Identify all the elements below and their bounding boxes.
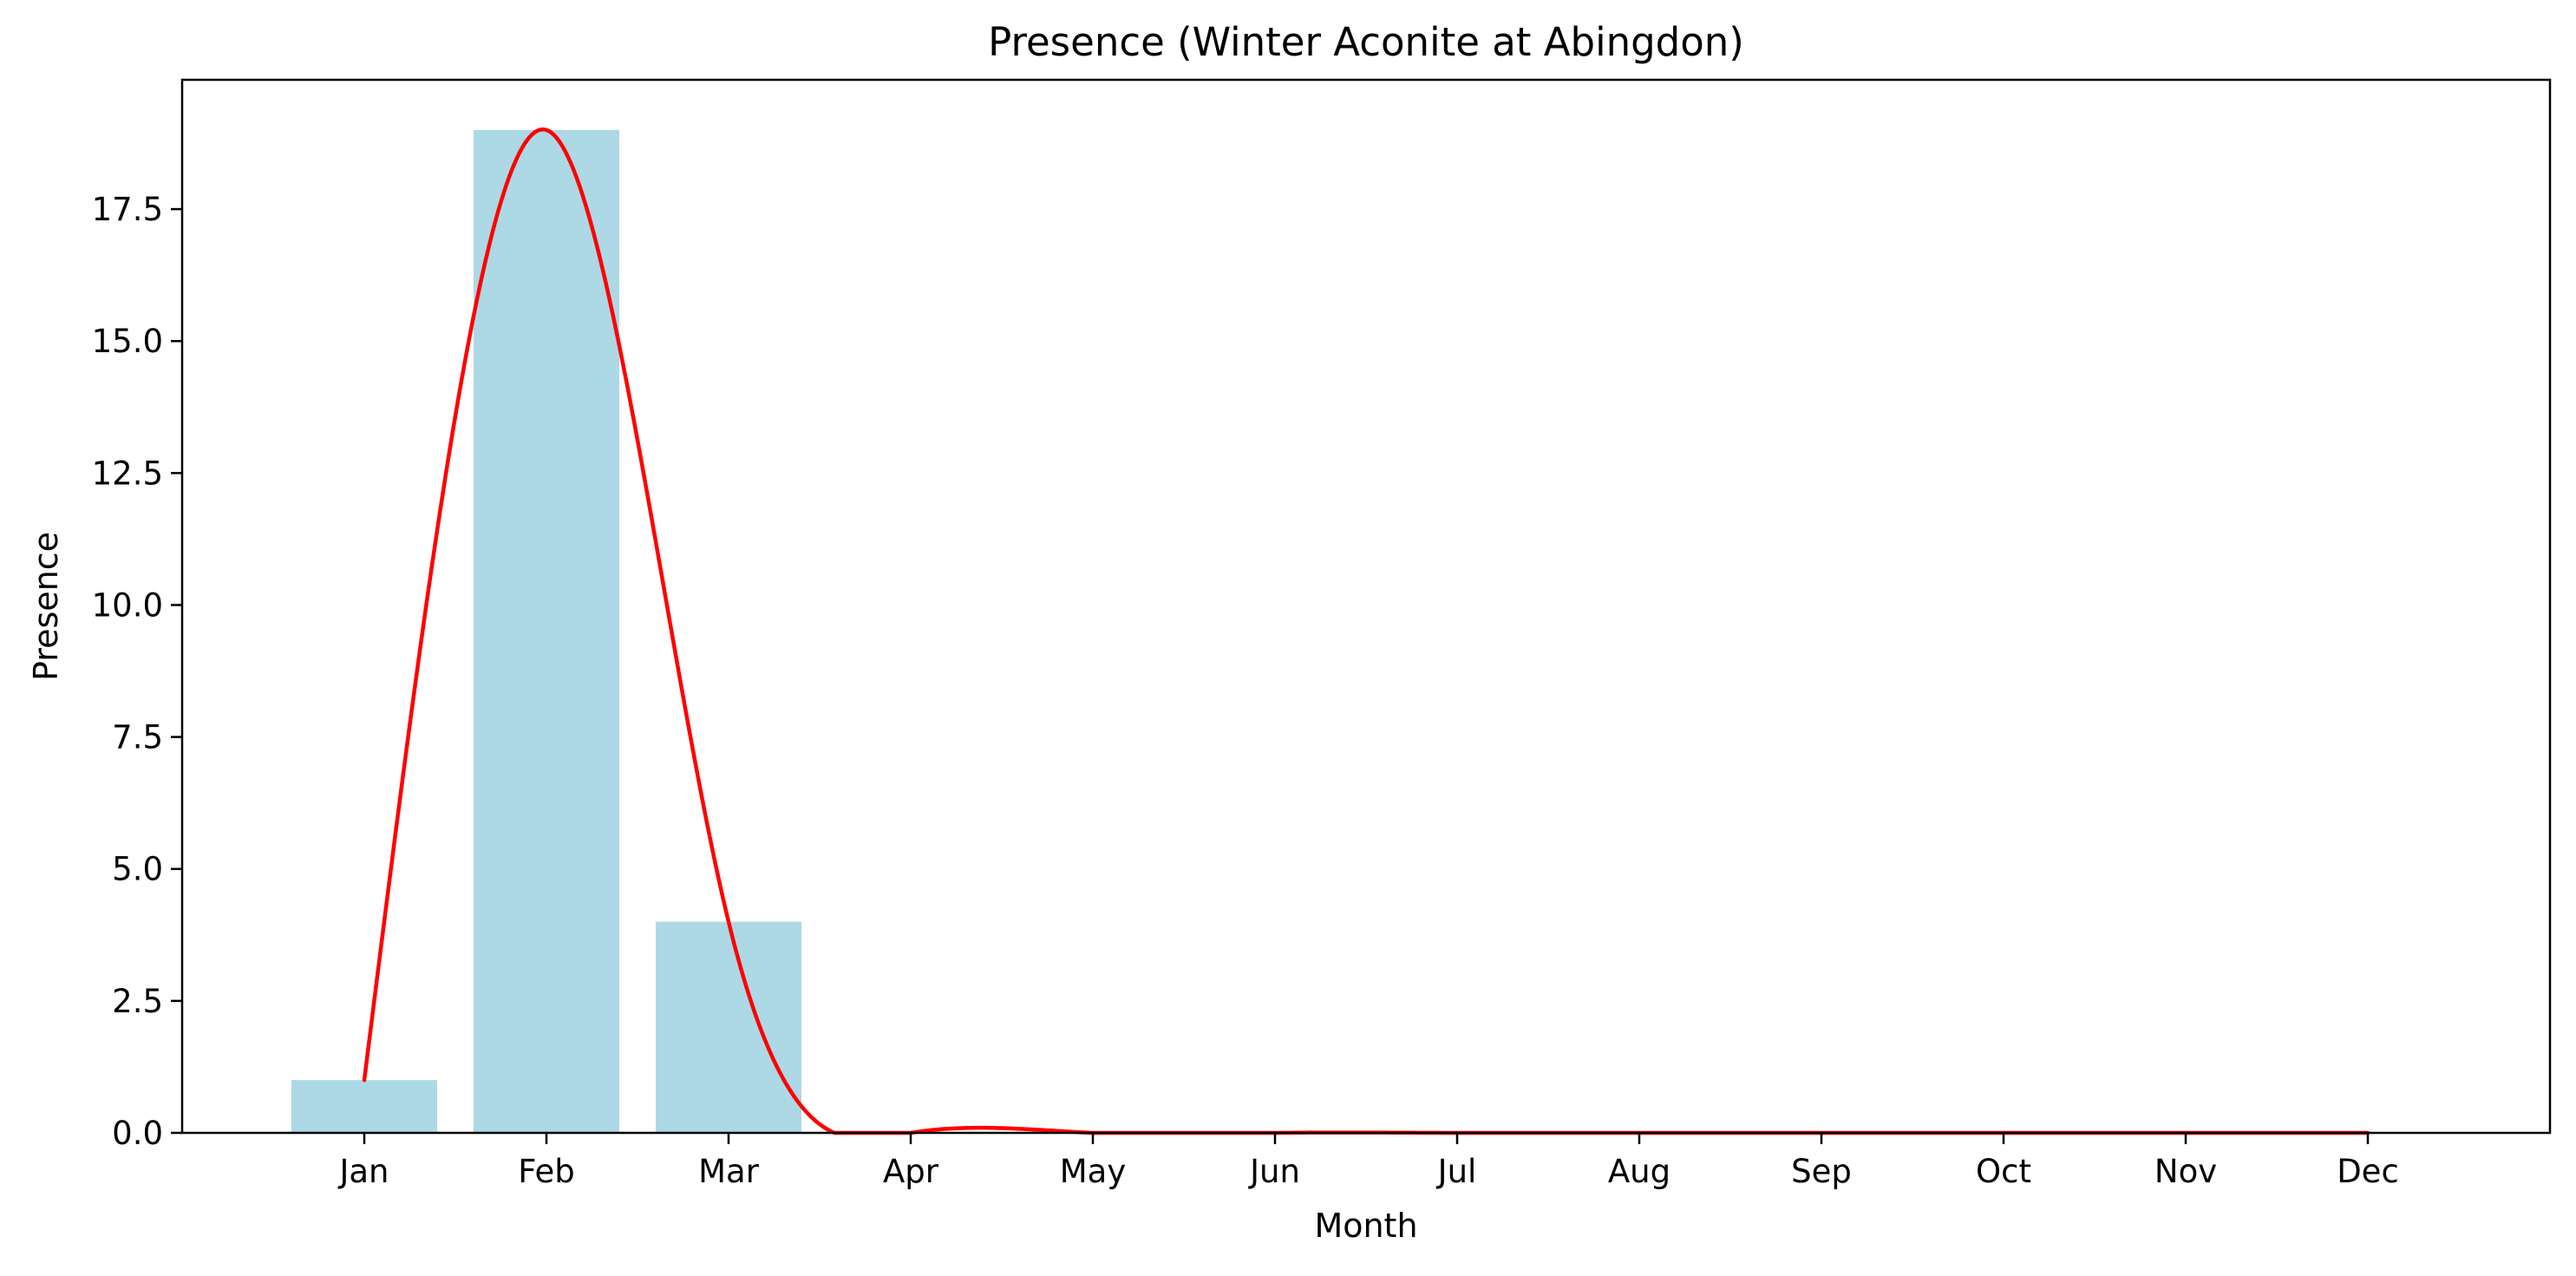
bar-feb — [474, 129, 619, 1133]
y-tick-label: 12.5 — [92, 455, 163, 492]
y-axis: 0.0 2.5 5.0 7.5 10.0 12.5 15.0 17.5 — [92, 191, 182, 1152]
x-tick-label: Dec — [2337, 1153, 2399, 1190]
bar-jan — [291, 1080, 437, 1133]
x-tick-label: Mar — [698, 1153, 760, 1190]
x-tick-label: Nov — [2154, 1153, 2217, 1190]
y-tick-label: 10.0 — [92, 586, 163, 624]
x-tick-label: Jul — [1436, 1153, 1477, 1190]
y-tick-label: 0.0 — [112, 1115, 163, 1152]
x-axis: Jan Feb Mar Apr May Jun Jul Aug Sep Oct Nov Dec — [337, 1133, 2399, 1190]
x-tick-label: Aug — [1608, 1153, 1670, 1190]
y-axis-label: Presence — [27, 532, 65, 681]
x-tick-label: Jun — [1248, 1153, 1300, 1190]
x-axis-label: Month — [1314, 1207, 1417, 1245]
y-tick-label: 7.5 — [112, 719, 163, 756]
x-tick-label: May — [1060, 1153, 1127, 1190]
y-tick-label: 15.0 — [92, 323, 163, 360]
x-tick-label: Feb — [518, 1153, 575, 1190]
chart-title: Presence (Winter Aconite at Abingdon) — [988, 19, 1744, 65]
plot-frame — [180, 78, 2552, 1135]
y-tick-label: 2.5 — [112, 983, 163, 1020]
x-tick-label: Apr — [883, 1153, 939, 1190]
y-tick-label: 5.0 — [112, 851, 163, 888]
x-tick-label: Jan — [337, 1153, 389, 1190]
y-tick-label: 17.5 — [92, 191, 163, 228]
x-tick-label: Sep — [1791, 1153, 1852, 1190]
bars-layer — [291, 129, 801, 1133]
bar-mar — [656, 921, 801, 1133]
x-tick-label: Oct — [1976, 1153, 2031, 1190]
